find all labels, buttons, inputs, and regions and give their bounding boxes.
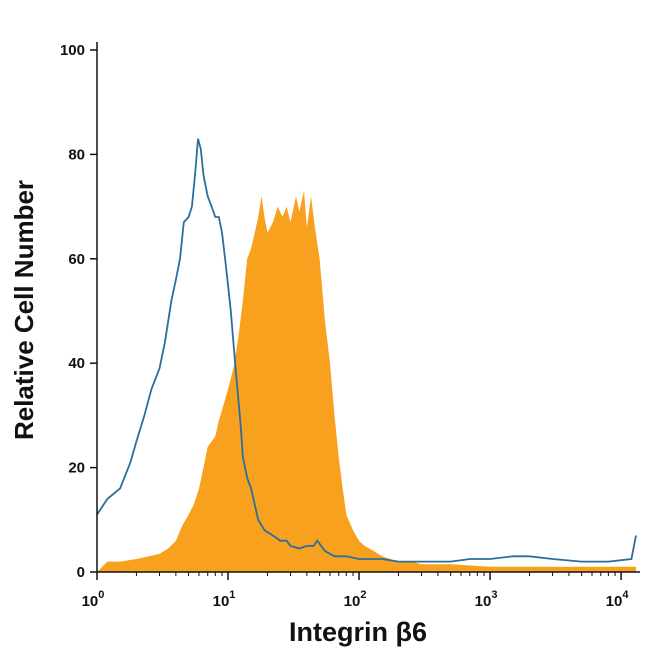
x-tick-label: 102 [344, 589, 367, 610]
y-tick-label: 20 [68, 460, 85, 477]
y-axis-title: Relative Cell Number [9, 180, 39, 440]
y-tick-label: 60 [68, 251, 85, 268]
x-tick-label: 100 [82, 589, 105, 610]
x-tick-label: 101 [213, 589, 236, 610]
x-tick-label: 104 [606, 589, 630, 610]
plot-area [96, 138, 637, 572]
series-filled [97, 190, 636, 572]
series-outline [96, 138, 637, 563]
x-axis-title: Integrin β6 [289, 617, 427, 647]
y-tick-label: 40 [68, 355, 85, 372]
y-tick-label: 0 [77, 564, 85, 581]
y-axis: 0 20 40 60 80 100 [60, 42, 98, 581]
y-tick-label: 80 [68, 146, 85, 163]
x-axis: 100 101 102 103 104 [82, 571, 640, 610]
y-tick-label: 100 [60, 42, 85, 59]
x-tick-label: 103 [475, 589, 498, 610]
